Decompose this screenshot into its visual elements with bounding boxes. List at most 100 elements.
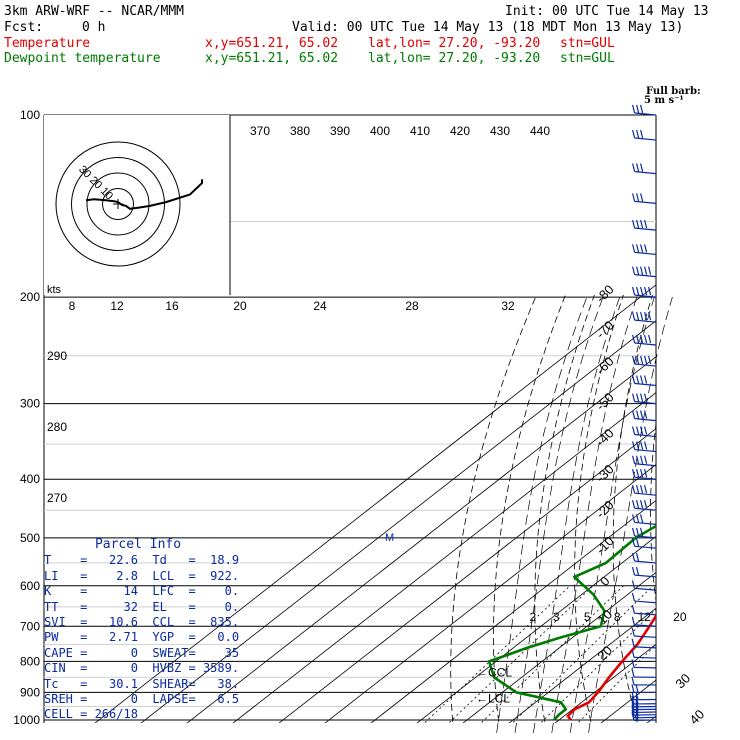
dry-adiabat-320: [650, 420, 656, 605]
wind-barb-700: [631, 616, 657, 627]
wind-barb-760: [631, 638, 657, 649]
moist-adiabat-18: [533, 296, 621, 733]
dewpoint-station: stn=GUL: [560, 51, 615, 66]
init-time: Init: 00 UTC Tue 14 May 13: [505, 4, 709, 19]
parcel-info-panel: Parcel Info T = 22.6 Td = 18.9 LI = 2.8 L…: [44, 537, 240, 727]
parcel-row-pw: PW = 2.71 YGP = 0.0: [44, 630, 240, 645]
mixing-ratio-3: [448, 585, 594, 723]
mixing-ratio-8: [511, 585, 654, 723]
parcel-info-title: Parcel Info: [94, 537, 182, 552]
hodograph-trace: [85, 179, 203, 210]
wind-barb-980: [631, 707, 657, 716]
theta-label-390: 390: [330, 124, 350, 138]
pressure-label-100: 100: [20, 108, 40, 122]
wind-barb-140: [632, 193, 657, 205]
mixing-ratio-label-5: 5: [584, 610, 591, 624]
isotherm-label--80: -80: [593, 282, 617, 306]
wind-barb-900: [631, 684, 657, 694]
temperature-station: stn=GUL: [560, 36, 615, 51]
theta-label-380: 380: [290, 124, 310, 138]
wind-barb-730: [631, 627, 657, 638]
dewpoint-xy: x,y=651.21, 65.02: [205, 51, 339, 66]
isotherm-10: [508, 607, 656, 723]
hodograph-ring-20: [86, 172, 150, 236]
isotherm-label--70: -70: [593, 318, 617, 342]
pressure-label-200: 200: [20, 290, 40, 304]
wind-barb-580: [631, 566, 657, 578]
model-title: 3km ARW-WRF -- NCAR/MMM: [4, 4, 185, 19]
mixing-ratio-label-2: 2: [529, 610, 536, 624]
level-markers: ←LCL ←CCL M: [385, 532, 512, 706]
valid-time: Valid: 00 UTC Tue 14 May 13 (18 MDT Mon …: [292, 20, 684, 35]
parcel-row-tc: Tc = 30.1 SHEAR= 38.: [44, 676, 240, 691]
theta-label-270: 270: [47, 491, 67, 505]
pressure-label-700: 700: [20, 619, 40, 633]
wind-barb-155: [632, 219, 657, 231]
isotherm-label-40: 40: [686, 706, 707, 727]
hodograph-ring-30: [71, 157, 165, 251]
hodograph-ring-10: [102, 188, 134, 220]
isotherm-40: [646, 715, 656, 723]
isotherm--30: [324, 464, 656, 723]
wind-barb-475: [631, 514, 657, 525]
scale-label-24: 24: [313, 299, 327, 313]
scale-label-28: 28: [405, 299, 419, 313]
wind-barb-850: [631, 668, 657, 678]
ccl-marker: ←CCL: [476, 666, 512, 680]
wind-barb-340: [632, 426, 657, 438]
wind-barbs: [631, 104, 657, 722]
isotherm-label--40: -40: [593, 425, 617, 449]
parcel-info-rows: T = 22.6 Td = 18.9 LI = 2.8 LCL = 922. K =…: [44, 553, 240, 722]
mixing-ratio-5: [480, 585, 624, 723]
parcel-row-cell: CELL = 266/18: [44, 707, 138, 722]
pressure-label-800: 800: [20, 654, 40, 668]
isotherms: [94, 284, 656, 723]
isotherm-0: [462, 571, 656, 723]
parcel-row-cape: CAPE = 0 SWEAT= 35: [44, 645, 240, 660]
wind-barb-300: [632, 393, 657, 405]
temperature-line: [566, 613, 656, 721]
theta-label-410: 410: [410, 124, 430, 138]
wind-barb-185: [632, 266, 657, 278]
scale-label-16: 16: [165, 299, 179, 313]
wind-barb-220: [632, 311, 657, 323]
pressure-label-1000: 1000: [13, 713, 40, 727]
parcel-row-cin: CIN = 0 HVBZ = 3589.: [44, 661, 240, 676]
scale-label-8: 8: [69, 299, 76, 313]
theta-label-280: 280: [47, 420, 67, 434]
hodograph-ring-40: [55, 141, 181, 267]
wind-barb-170: [632, 244, 657, 256]
forecast-label: Fcst:: [4, 20, 44, 35]
wind-barb-260: [632, 355, 657, 367]
isotherm-label--50: -50: [593, 390, 617, 414]
isotherm--80: [94, 284, 656, 723]
wind-barb-990: [631, 709, 657, 719]
isotherm-label-0: 0: [597, 573, 613, 589]
wind-barb-240: [632, 334, 657, 346]
scale-label-20: 20: [233, 299, 247, 313]
forecast-hour: 0 h: [82, 20, 106, 35]
dry-adiabat-280: [493, 295, 566, 723]
wind-barb-450: [631, 500, 657, 511]
wind-barb-960: [631, 701, 657, 711]
wind-barb-360: [632, 441, 657, 453]
moist-adiabat-14: [514, 296, 604, 733]
dewpoint-line: [487, 524, 656, 721]
theta-label-400: 400: [370, 124, 390, 138]
isotherm-30: [600, 679, 656, 723]
wind-barb-550: [631, 552, 657, 564]
wind-barb-820: [631, 659, 657, 669]
wind-barb-610: [631, 580, 657, 591]
wind-barb-790: [631, 649, 657, 659]
isotherm-label-30: 30: [672, 671, 693, 692]
pressure-label-600: 600: [20, 579, 40, 593]
pressure-label-500: 500: [20, 531, 40, 545]
dry-adiabat-300: [574, 295, 624, 723]
pressure-label-900: 900: [20, 685, 40, 699]
wind-barb-380: [632, 455, 657, 467]
isotherm--60: [186, 356, 656, 723]
pressure-label-300: 300: [20, 397, 40, 411]
dewpoint-latlon: lat,lon= 27.20, -93.20: [368, 51, 541, 66]
parcel-row-k: K = 14 LFC = 0.: [44, 584, 240, 599]
